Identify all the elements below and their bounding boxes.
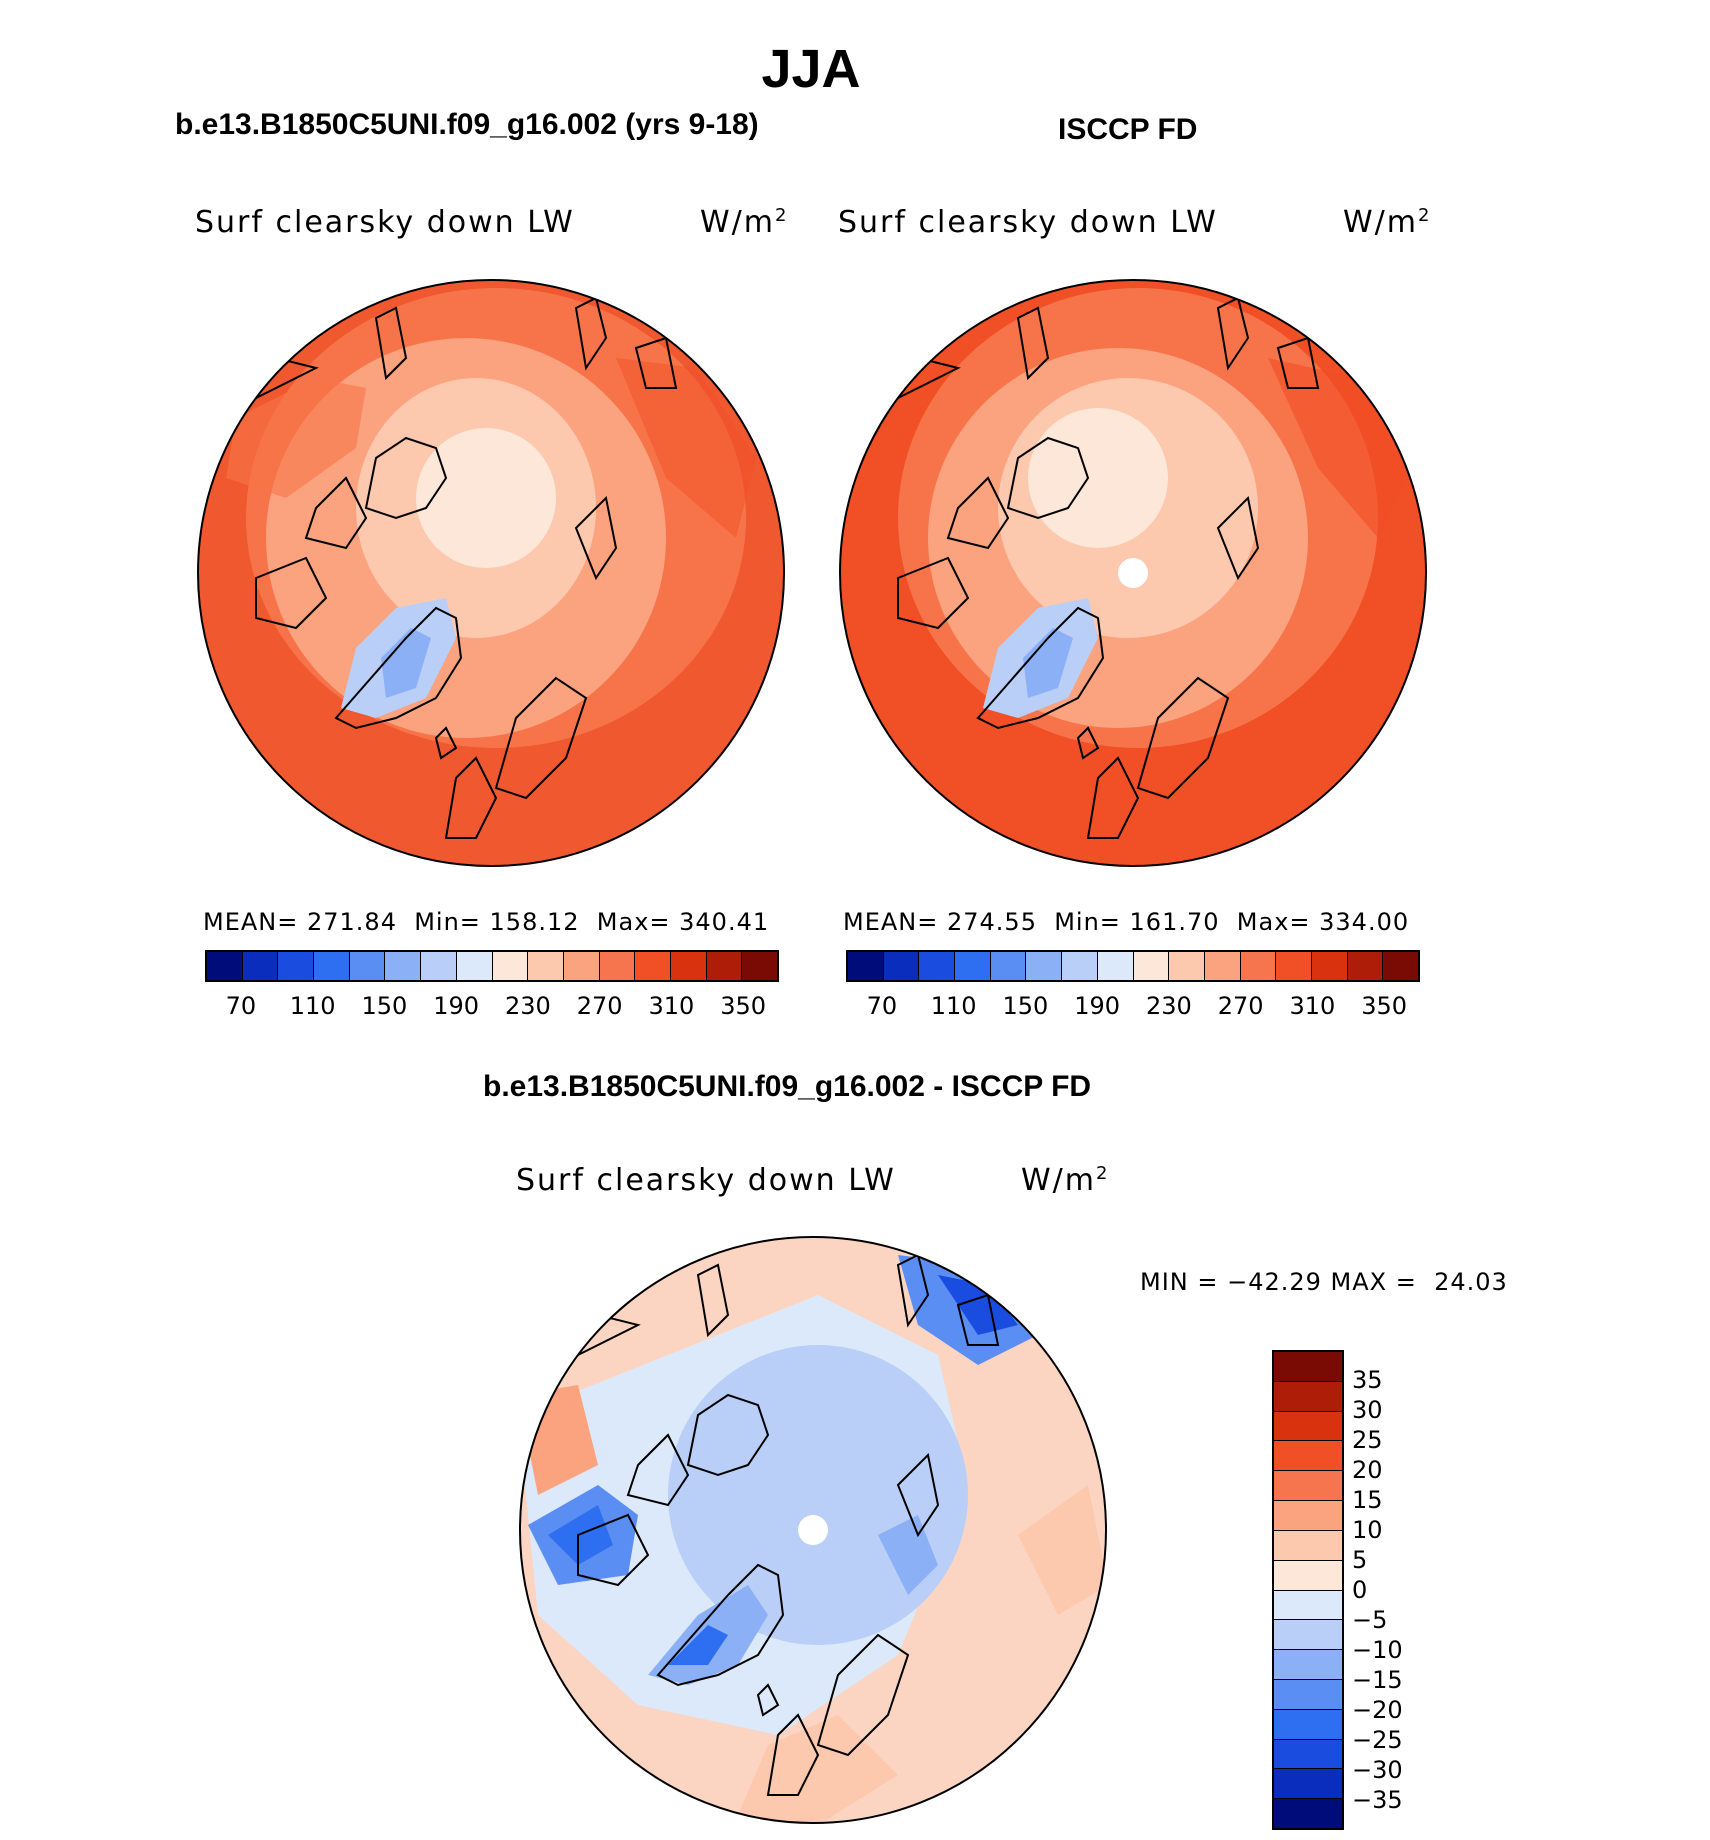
colorbar-swatch	[1274, 1441, 1342, 1472]
colorbar-swatch	[1274, 1501, 1342, 1531]
diff-variable-label: Surf clearsky down LW	[516, 1163, 896, 1198]
model-variable-label: Surf clearsky down LW	[195, 205, 575, 240]
colorbar-swatch	[1276, 952, 1312, 980]
colorbar-swatch	[883, 952, 920, 980]
colorbar-tick-label: 25	[1352, 1426, 1383, 1454]
colorbar-swatch	[1274, 1650, 1342, 1680]
colorbar-swatch	[207, 952, 243, 980]
colorbar-swatch	[1274, 1679, 1342, 1710]
colorbar-tick-label: 15	[1352, 1486, 1383, 1514]
colorbar-swatch	[1311, 952, 1348, 980]
colorbar-swatch	[1169, 952, 1205, 980]
obs-stats: MEAN= 274.55 Min= 161.70 Max= 334.00	[843, 908, 1410, 936]
colorbar-swatch	[421, 952, 457, 980]
colorbar-tick-label: 350	[1361, 992, 1408, 1020]
colorbar-tick-label: 270	[576, 992, 623, 1020]
colorbar-swatch	[456, 952, 493, 980]
colorbar-swatch	[278, 952, 315, 980]
colorbar-tick-label: 35	[1352, 1366, 1383, 1394]
colorbar-swatch	[1062, 952, 1098, 980]
diff-units-label: W/m2	[1021, 1163, 1110, 1198]
colorbar-swatch	[955, 952, 991, 980]
diff-colorbar	[1272, 1350, 1344, 1830]
colorbar-swatch	[599, 952, 636, 980]
colorbar-tick-label: 10	[1352, 1516, 1383, 1544]
colorbar-tick-label: 30	[1352, 1396, 1383, 1424]
colorbar-swatch	[1274, 1799, 1342, 1828]
colorbar-swatch	[848, 952, 884, 980]
colorbar-swatch	[706, 952, 743, 980]
colorbar-swatch	[1274, 1530, 1342, 1561]
colorbar-tick-label: 350	[720, 992, 767, 1020]
colorbar-swatch	[1383, 952, 1418, 980]
colorbar-tick-label: −30	[1352, 1756, 1403, 1784]
colorbar-swatch	[1347, 952, 1384, 980]
colorbar-swatch	[1204, 952, 1241, 980]
colorbar-swatch	[528, 952, 564, 980]
colorbar-tick-label: 230	[1145, 992, 1192, 1020]
colorbar-swatch	[1097, 952, 1134, 980]
colorbar-tick-label: 310	[648, 992, 695, 1020]
model-colorbar	[205, 950, 779, 982]
colorbar-swatch	[990, 952, 1027, 980]
colorbar-swatch	[1274, 1352, 1342, 1382]
obs-units-label: W/m2	[1343, 205, 1432, 240]
diff-panel-title: b.e13.B1850C5UNI.f09_g16.002 - ISCCP FD	[483, 1070, 1092, 1103]
model-polar-map	[197, 279, 785, 867]
colorbar-tick-label: −20	[1352, 1696, 1403, 1724]
colorbar-swatch	[349, 952, 386, 980]
colorbar-tick-label: −10	[1352, 1636, 1403, 1664]
colorbar-tick-label: −5	[1352, 1606, 1388, 1634]
colorbar-swatch	[919, 952, 956, 980]
colorbar-tick-label: 70	[866, 992, 898, 1020]
colorbar-swatch	[670, 952, 707, 980]
model-panel-title: b.e13.B1850C5UNI.f09_g16.002 (yrs 9-18)	[175, 108, 759, 141]
colorbar-tick-label: 150	[1002, 992, 1049, 1020]
colorbar-swatch	[1274, 1590, 1342, 1621]
figure-title: JJA	[761, 39, 861, 99]
colorbar-tick-label: 190	[433, 992, 480, 1020]
colorbar-swatch	[385, 952, 422, 980]
colorbar-tick-label: 5	[1352, 1546, 1368, 1574]
colorbar-swatch	[1274, 1381, 1342, 1412]
obs-polar-map	[839, 279, 1427, 867]
model-units-label: W/m2	[700, 205, 789, 240]
colorbar-tick-label: 0	[1352, 1576, 1368, 1604]
diff-stats: MIN = −42.29 MAX = 24.03	[1140, 1268, 1508, 1296]
colorbar-swatch	[1274, 1709, 1342, 1740]
colorbar-swatch	[1274, 1560, 1342, 1591]
colorbar-tick-label: 150	[361, 992, 408, 1020]
colorbar-tick-label: 310	[1289, 992, 1336, 1020]
colorbar-swatch	[1274, 1769, 1342, 1800]
colorbar-swatch	[492, 952, 529, 980]
colorbar-swatch	[1274, 1411, 1342, 1442]
colorbar-swatch	[563, 952, 600, 980]
colorbar-swatch	[742, 952, 777, 980]
colorbar-swatch	[314, 952, 350, 980]
colorbar-tick-label: 190	[1074, 992, 1121, 1020]
colorbar-tick-label: 270	[1217, 992, 1264, 1020]
obs-panel-title: ISCCP FD	[1058, 113, 1198, 146]
diff-polar-map	[519, 1236, 1107, 1824]
obs-colorbar	[846, 950, 1420, 982]
colorbar-tick-label: 110	[289, 992, 336, 1020]
model-stats: MEAN= 271.84 Min= 158.12 Max= 340.41	[203, 908, 770, 936]
colorbar-tick-label: −35	[1352, 1786, 1403, 1814]
colorbar-tick-label: −15	[1352, 1666, 1403, 1694]
colorbar-swatch	[1240, 952, 1277, 980]
obs-variable-label: Surf clearsky down LW	[838, 205, 1218, 240]
colorbar-swatch	[1133, 952, 1170, 980]
colorbar-tick-label: 230	[504, 992, 551, 1020]
colorbar-tick-label: 110	[930, 992, 977, 1020]
colorbar-swatch	[635, 952, 671, 980]
colorbar-swatch	[1274, 1471, 1342, 1502]
colorbar-tick-label: 70	[225, 992, 257, 1020]
colorbar-swatch	[242, 952, 279, 980]
colorbar-swatch	[1026, 952, 1063, 980]
colorbar-swatch	[1274, 1739, 1342, 1770]
colorbar-tick-label: 20	[1352, 1456, 1383, 1484]
colorbar-tick-label: −25	[1352, 1726, 1403, 1754]
colorbar-swatch	[1274, 1620, 1342, 1651]
